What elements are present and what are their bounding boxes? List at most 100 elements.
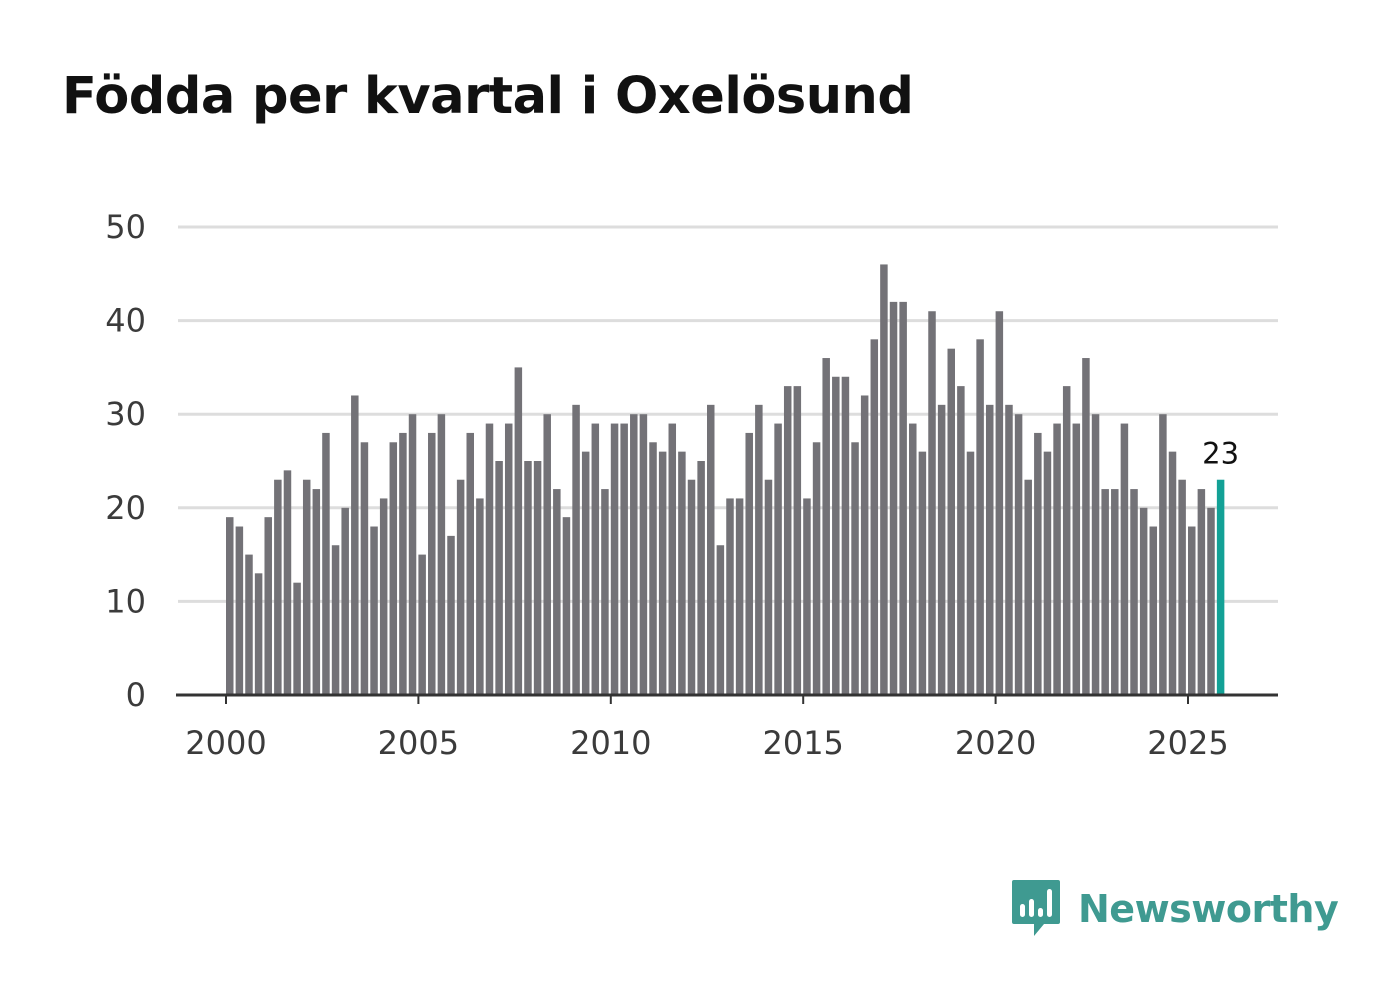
bar (504, 423, 513, 695)
bar (1188, 526, 1196, 695)
bar (1101, 489, 1109, 695)
bar (803, 498, 811, 695)
chart-title: Födda per kvartal i Oxelösund (62, 67, 914, 126)
bar (226, 517, 234, 695)
bar (1120, 423, 1129, 695)
bar (860, 395, 869, 695)
bar (812, 442, 821, 695)
bar (254, 573, 263, 695)
brand-name: Newsworthy (1078, 887, 1339, 931)
bar (909, 423, 917, 695)
bar (428, 432, 436, 695)
y-tick-label: 50 (105, 208, 146, 246)
bar (1091, 414, 1100, 695)
bar (379, 498, 388, 695)
bar (360, 442, 369, 695)
bar (322, 432, 330, 695)
y-tick-label: 30 (105, 395, 146, 433)
bar (870, 339, 879, 695)
bar (581, 451, 590, 695)
bar (918, 451, 927, 695)
x-tick-label: 2025 (1147, 724, 1228, 762)
bar (264, 517, 272, 695)
x-tick-label: 2020 (955, 724, 1036, 762)
bar (476, 498, 484, 695)
bar (302, 479, 311, 695)
bar (1130, 489, 1138, 695)
bar (1197, 489, 1206, 695)
bar (995, 311, 1004, 695)
x-tick-label: 2005 (378, 724, 459, 762)
bar (274, 479, 282, 695)
bar (658, 451, 667, 695)
bar (543, 414, 551, 695)
bar (697, 461, 705, 695)
bar (235, 526, 244, 695)
bar (957, 386, 965, 695)
bar (985, 404, 994, 695)
x-tick-label: 2015 (762, 724, 843, 762)
bar (533, 461, 542, 695)
bar (1082, 358, 1090, 695)
bar (764, 479, 773, 695)
bar (591, 423, 600, 695)
bar (928, 311, 936, 695)
bar (976, 339, 984, 695)
bar (1014, 414, 1023, 695)
bar (707, 404, 715, 695)
bar (1149, 526, 1158, 695)
bar (832, 376, 840, 695)
bar (1043, 451, 1052, 695)
bar (774, 423, 782, 695)
y-tick-label: 40 (105, 302, 146, 340)
bar (456, 479, 465, 695)
bar (1168, 451, 1177, 695)
bar (1034, 432, 1042, 695)
x-tick-label: 2010 (570, 724, 651, 762)
bar (399, 432, 407, 695)
bar (572, 404, 580, 695)
bar (937, 404, 946, 695)
bar (312, 489, 321, 695)
bar (668, 423, 677, 695)
bar (514, 367, 523, 695)
bar (1207, 507, 1215, 695)
bar (966, 451, 975, 695)
bar (331, 545, 340, 695)
axes: 0 10 20 30 40 50 2000 2005 2010 2015 2020 2025 (105, 208, 1278, 762)
bar (351, 395, 359, 695)
bar (726, 498, 734, 695)
bar (1139, 507, 1148, 695)
bar (783, 386, 792, 695)
bar (466, 432, 474, 695)
bar (293, 582, 301, 695)
bar (822, 358, 830, 695)
bar-highlight (1216, 479, 1225, 695)
bar (1062, 386, 1071, 695)
bar (755, 404, 763, 695)
bar (408, 414, 417, 695)
brand-logo: Newsworthy (1010, 878, 1339, 940)
bar (610, 423, 619, 695)
bar (437, 414, 446, 695)
bar (649, 442, 657, 695)
bar (495, 461, 503, 695)
bar (418, 554, 426, 695)
bar (341, 507, 349, 695)
bar (851, 442, 859, 695)
bar (889, 301, 898, 695)
data-labels: 23 (1202, 437, 1239, 471)
bar (745, 432, 753, 695)
bar (1024, 479, 1032, 695)
bar (283, 470, 292, 695)
bar (601, 489, 609, 695)
y-tick-label: 0 (126, 676, 146, 714)
y-tick-label: 10 (105, 582, 146, 620)
bar (678, 451, 686, 695)
bar (485, 423, 494, 695)
bar (1178, 479, 1186, 695)
y-tick-label: 20 (105, 489, 146, 527)
bar (716, 545, 725, 695)
bars (226, 264, 1225, 695)
